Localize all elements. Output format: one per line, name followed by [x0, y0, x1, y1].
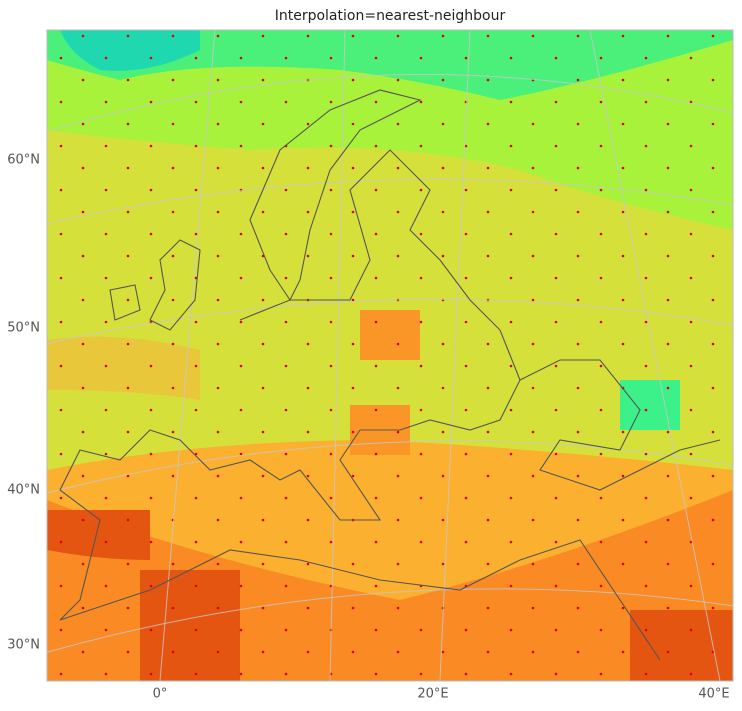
lon-label: 0°: [153, 687, 168, 702]
lon-label: 20°E: [417, 687, 448, 702]
map-area: [47, 30, 733, 681]
map-title: Interpolation=nearest-neighbour: [275, 8, 506, 24]
lat-label: 40°N: [7, 483, 40, 498]
plot-frame: [46, 29, 734, 682]
lat-label: 60°N: [7, 153, 40, 168]
lat-label: 50°N: [7, 321, 40, 336]
grid-points: [47, 30, 733, 681]
lon-label: 40°E: [698, 687, 729, 702]
graticule: [47, 30, 733, 681]
lat-label: 30°N: [7, 638, 40, 653]
coastlines: [59, 89, 721, 661]
